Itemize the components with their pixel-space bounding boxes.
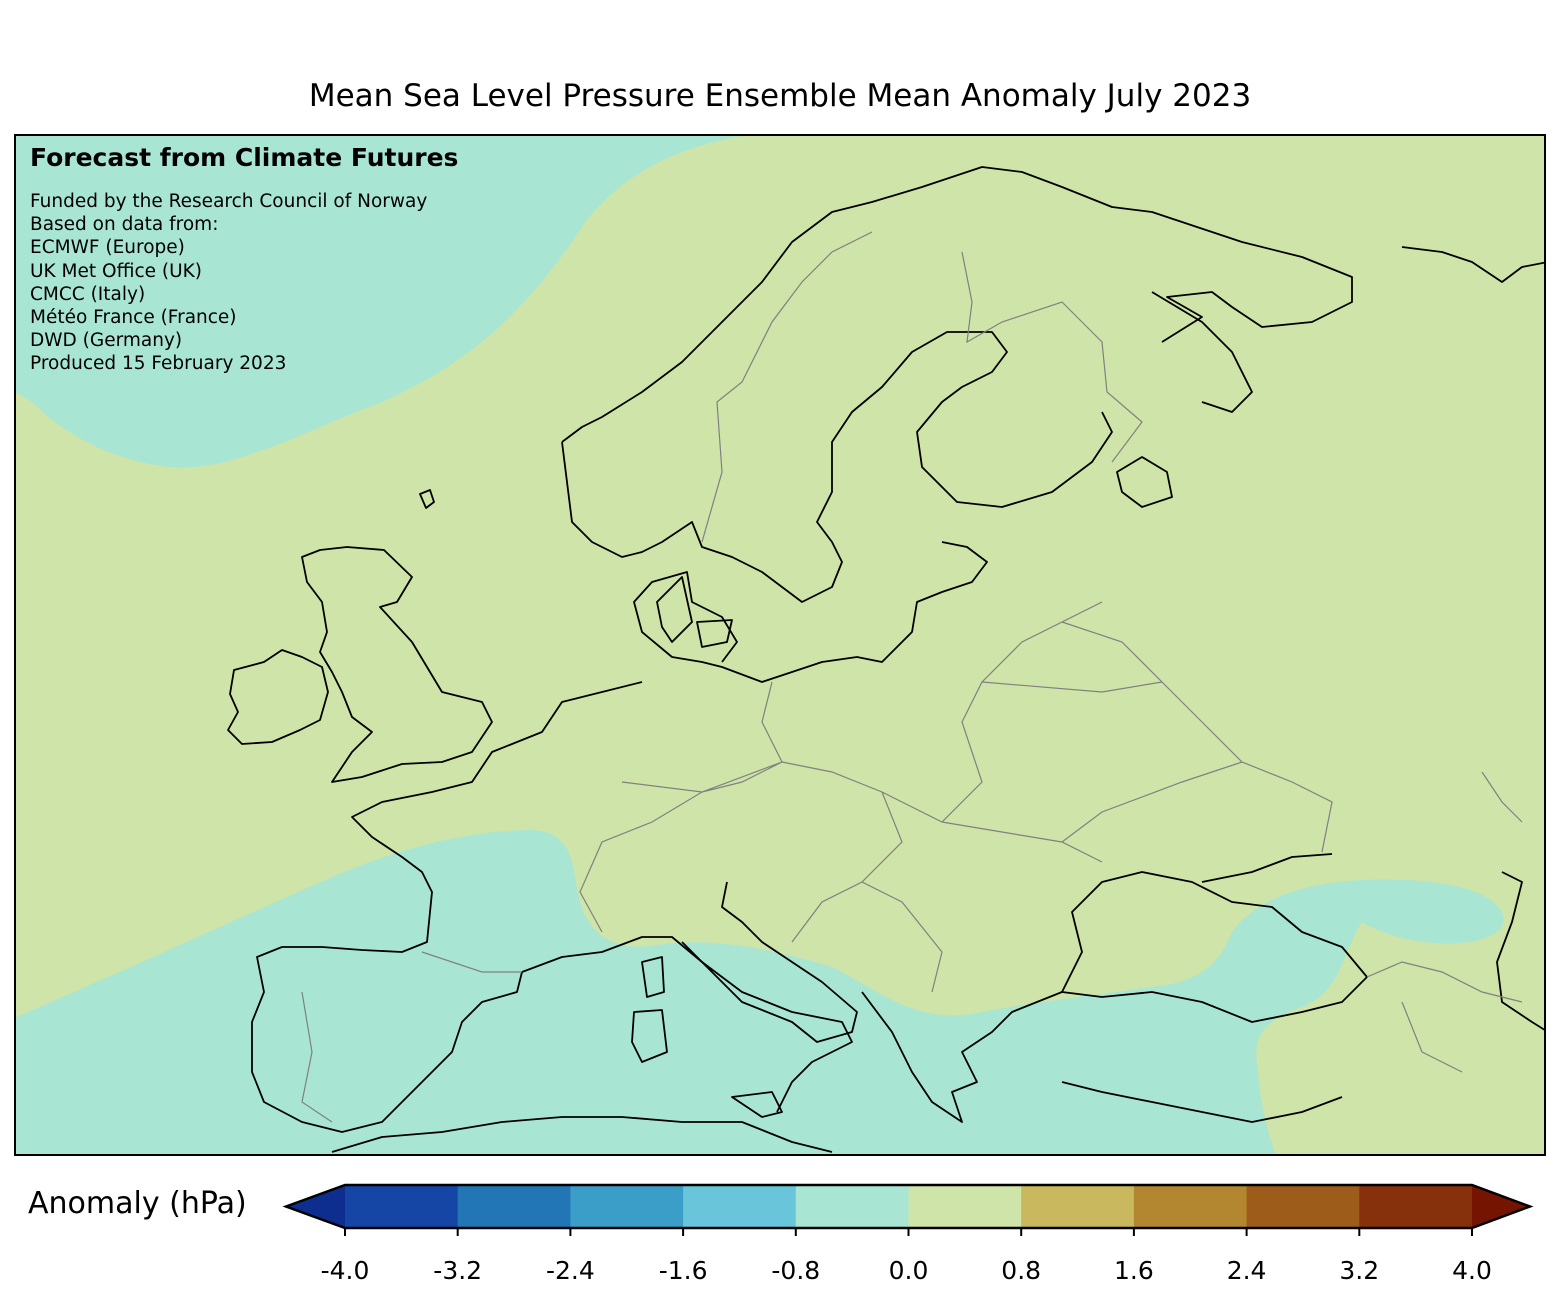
colorbar-bin [795, 1185, 909, 1228]
sweden-finland-border [961, 251, 1143, 463]
negative-anomaly-region-north-atlantic [16, 136, 742, 468]
credits-line: DWD (Germany) [30, 330, 183, 352]
credits-heading: Forecast from Climate Futures [30, 143, 459, 172]
black-sea-coast [1061, 871, 1368, 1023]
credits-line: Produced 15 February 2023 [30, 353, 287, 375]
azov-coast [1201, 853, 1333, 883]
colorbar-bin [683, 1185, 797, 1228]
colorbar-tick-label: -3.2 [433, 1256, 483, 1285]
denmark-coast [656, 576, 733, 648]
colorbar-bin [570, 1185, 684, 1228]
ireland-coast [227, 649, 329, 745]
caucasus-borders [1366, 771, 1523, 1073]
colorbar-tick-label: -4.0 [320, 1256, 370, 1285]
colorbar-bin [1021, 1185, 1135, 1228]
eastern-borders [981, 621, 1333, 853]
colorbar [282, 1183, 1534, 1236]
colorbar-bin [908, 1185, 1022, 1228]
colorbar-extend-max [1472, 1185, 1530, 1228]
credits-line: CMCC (Italy) [30, 283, 146, 305]
colorbar-bin [1359, 1185, 1473, 1228]
italy-coast [681, 881, 858, 1043]
colorbar-bin [345, 1185, 459, 1228]
colorbar-tick-label: 0.0 [888, 1256, 929, 1285]
negative-anomaly-region-south [16, 830, 1504, 1154]
caspian-coast [1496, 871, 1544, 1031]
iceland-coast [419, 489, 435, 509]
colorbar-tick-label: 1.6 [1114, 1256, 1154, 1285]
iberia-border [301, 951, 522, 1123]
sicily-coast [731, 1091, 783, 1118]
colorbar-tick-label: -0.8 [771, 1256, 821, 1285]
lake-ladoga-coast [1116, 456, 1173, 508]
colorbar-tick-label: -1.6 [658, 1256, 708, 1285]
colorbar-tick-label: 2.4 [1226, 1256, 1267, 1285]
map-canvas [16, 136, 1544, 1154]
colorbar-bin [1133, 1185, 1248, 1228]
colorbar-tick-label: -2.4 [546, 1256, 595, 1285]
anomaly-map [14, 134, 1546, 1156]
map-title: Mean Sea Level Pressure Ensemble Mean An… [308, 78, 1252, 114]
baltic-coast [633, 541, 988, 683]
colorbar-extend-min [286, 1185, 345, 1228]
great-britain-coast [301, 546, 493, 783]
credits-block: Forecast from Climate Futures Funded by … [30, 143, 458, 376]
central-europe-borders [579, 601, 1103, 993]
north-africa-coast [331, 1116, 833, 1153]
credits-line: UK Met Office (UK) [30, 260, 203, 282]
colorbar-bin [1246, 1185, 1360, 1228]
scandinavia-coast [561, 166, 1353, 603]
sardinia-coast [631, 1009, 668, 1063]
white-sea-coast [1151, 291, 1253, 413]
turkey-coast [1061, 1081, 1343, 1123]
credits-line: Based on data from: [30, 214, 219, 236]
corsica-coast [641, 956, 665, 998]
credits-line: Météo France (France) [30, 307, 237, 329]
arctic-coast [1401, 246, 1544, 283]
credits-line: Funded by the Research Council of Norway [30, 191, 428, 212]
coastlines [227, 166, 1544, 1153]
colorbar-label: Anomaly (hPa) [28, 1186, 247, 1221]
norway-sweden-border [701, 231, 873, 543]
colorbar-bin [457, 1185, 571, 1228]
country-borders [301, 231, 1523, 1123]
balkan-coast [861, 991, 1063, 1123]
credits-line: ECMWF (Europe) [30, 237, 185, 259]
colorbar-tick-label: 3.2 [1339, 1256, 1380, 1285]
colorbar-tick-label: 4.0 [1452, 1256, 1492, 1285]
colorbar-tick-label: 0.8 [1001, 1256, 1042, 1285]
